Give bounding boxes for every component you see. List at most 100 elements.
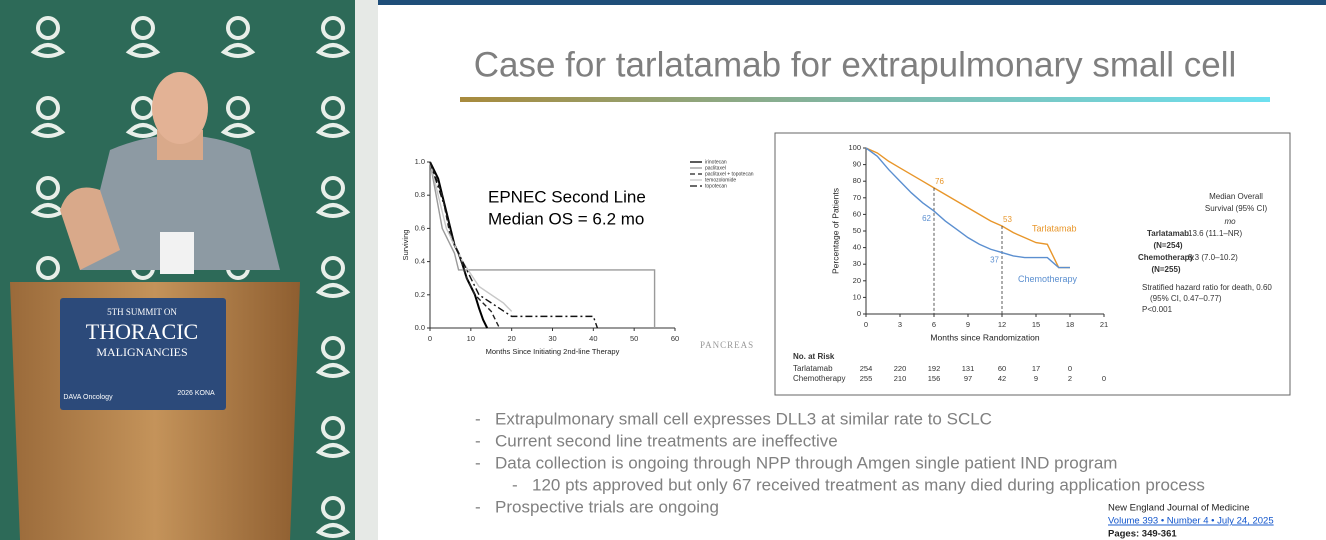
- sign-sponsor: DAVA Oncology: [63, 394, 113, 401]
- x-tick-label: 3: [898, 320, 902, 329]
- slide-top-bar: [378, 0, 1326, 5]
- y-axis-label: Surviving: [401, 230, 410, 261]
- x-tick-label: 50: [630, 334, 638, 343]
- y-tick-label: 0.4: [415, 257, 425, 266]
- y-tick-label: 0.6: [415, 223, 425, 232]
- at-risk-count: 97: [964, 374, 972, 383]
- summary-note: (95% CI, 0.47–0.77): [1150, 294, 1222, 303]
- survival-curve: [429, 161, 656, 328]
- bullet-marker: -: [475, 409, 481, 428]
- citation: Pages: 349-361: [1108, 529, 1177, 540]
- x-tick-label: 18: [1066, 320, 1074, 329]
- sign-line: MALIGNANCIES: [96, 345, 187, 359]
- survival-curve: [865, 147, 1070, 269]
- summary-heading: Survival (95% CI): [1205, 204, 1268, 213]
- summary-table: Median Overall Survival (95% CI) mo Tarl…: [1138, 192, 1272, 314]
- citation: New England Journal of Medicine: [1108, 503, 1250, 514]
- at-risk-count: 0: [1068, 364, 1072, 373]
- sign-event: 2026 KONA: [177, 390, 215, 397]
- y-tick-label: 90: [853, 160, 861, 169]
- at-risk-count: 210: [894, 374, 907, 383]
- bullet-marker: -: [475, 431, 481, 450]
- legend-label: paclitaxel: [705, 165, 726, 171]
- y-tick-label: 70: [853, 193, 861, 202]
- x-tick-label: 15: [1032, 320, 1040, 329]
- at-risk-count: 0: [1102, 374, 1106, 383]
- summary-note: Stratified hazard ratio for death, 0.60: [1142, 283, 1272, 292]
- bullet-text: Extrapulmonary small cell expresses DLL3…: [495, 409, 992, 428]
- bullet-text: Current second line treatments are ineff…: [495, 431, 838, 450]
- y-tick-label: 1.0: [415, 157, 425, 166]
- x-tick-label: 40: [589, 334, 597, 343]
- at-risk-title: No. at Risk: [793, 352, 835, 361]
- y-tick-label: 50: [853, 226, 861, 235]
- bullet-marker: -: [512, 475, 518, 494]
- y-tick-label: 40: [853, 243, 861, 252]
- point-label: 62: [922, 214, 931, 223]
- summary-group: Tarlatamab: [1147, 229, 1189, 238]
- y-tick-label: 0.0: [415, 323, 425, 332]
- x-tick-label: 60: [671, 334, 679, 343]
- chart-frame: [774, 132, 1291, 396]
- citation-link[interactable]: Volume 393 • Number 4 • July 24, 2025: [1108, 516, 1274, 527]
- at-risk-count: 131: [962, 364, 975, 373]
- bullet-text: 120 pts approved but only 67 received tr…: [532, 475, 1205, 494]
- source-label: PANCREAS: [700, 340, 754, 350]
- y-tick-label: 0: [857, 309, 861, 318]
- series-label: Tarlatamab: [1032, 223, 1077, 233]
- summary-value: 8.3 (7.0–10.2): [1188, 253, 1238, 262]
- at-risk-count: 254: [860, 364, 873, 373]
- bullet-marker: -: [475, 497, 481, 516]
- summary-group: Chemotherapy: [1138, 253, 1195, 262]
- y-tick-label: 60: [853, 209, 861, 218]
- bullet-list: - Extrapulmonary small cell expresses DLL…: [475, 409, 1205, 516]
- at-risk-count: 17: [1032, 364, 1040, 373]
- summary-heading: Median Overall: [1209, 192, 1263, 201]
- summary-n: (N=255): [1151, 265, 1180, 274]
- survival-curve: [429, 161, 489, 329]
- at-risk-count: 9: [1034, 374, 1038, 383]
- at-risk-count: 156: [928, 374, 941, 383]
- at-risk-count: 2: [1068, 374, 1072, 383]
- y-axis-label: Percentage of Patients: [830, 188, 840, 274]
- at-risk-count: 60: [998, 364, 1006, 373]
- at-risk-count: 255: [860, 374, 873, 383]
- summary-unit: mo: [1224, 217, 1236, 226]
- at-risk-count: 42: [998, 374, 1006, 383]
- summary-p: P<0.001: [1142, 305, 1173, 314]
- chart-annotation: EPNEC Second Line: [488, 187, 646, 206]
- slide-title: Case for tarlatamab for extrapulmonary s…: [474, 45, 1237, 84]
- point-label: 37: [990, 256, 999, 265]
- x-tick-label: 0: [428, 334, 432, 343]
- at-risk-group: Chemotherapy: [793, 374, 845, 383]
- at-risk-count: 220: [894, 364, 907, 373]
- summary-n: (N=254): [1153, 241, 1182, 250]
- x-tick-label: 9: [966, 320, 970, 329]
- x-tick-label: 21: [1100, 320, 1108, 329]
- y-tick-label: 30: [853, 259, 861, 268]
- bullet-text: Prospective trials are ongoing: [495, 497, 719, 516]
- legend-label: paclitaxel + topotecan: [705, 171, 754, 177]
- x-tick-label: 0: [864, 320, 868, 329]
- legend-label: temozolomide: [705, 177, 736, 183]
- summary-value: 13.6 (11.1–NR): [1188, 229, 1242, 238]
- at-risk-count: 192: [928, 364, 941, 373]
- x-axis-label: Months Since Initiating 2nd-line Therapy: [486, 347, 620, 356]
- at-risk-group: Tarlatamab: [793, 364, 833, 373]
- sign-line: 5TH SUMMIT ON: [107, 307, 177, 317]
- survival-curve: [429, 161, 501, 329]
- speaker-video: 5TH SUMMIT ON THORACIC MALIGNANCIES DAVA…: [0, 0, 378, 540]
- chart-annotation: Median OS = 6.2 mo: [488, 209, 644, 228]
- point-label: 53: [1003, 215, 1012, 224]
- y-tick-label: 80: [853, 176, 861, 185]
- survival-curve: [865, 147, 1070, 269]
- y-tick-label: 10: [853, 292, 861, 301]
- x-tick-label: 6: [932, 320, 936, 329]
- bullet-marker: -: [475, 453, 481, 472]
- title-rule: [460, 97, 1270, 102]
- y-tick-label: 0.8: [415, 190, 425, 199]
- legend-label: topotecan: [705, 183, 727, 189]
- survival-curve: [429, 161, 513, 312]
